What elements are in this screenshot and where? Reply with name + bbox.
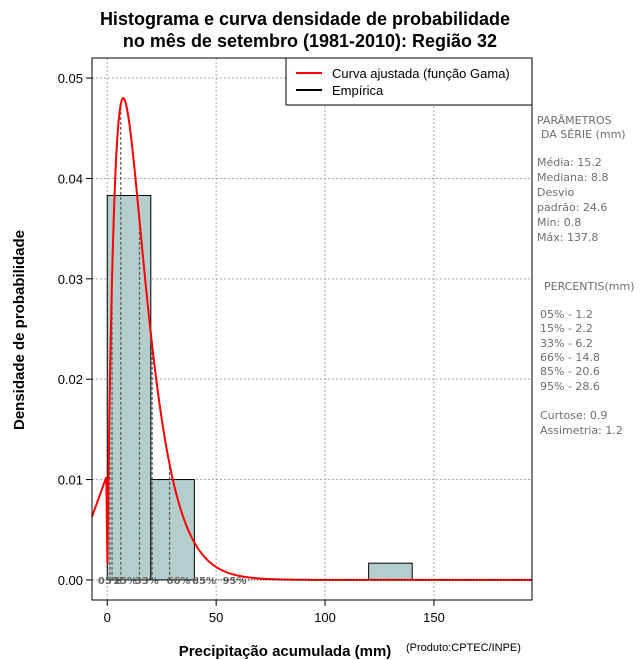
x-tick-label-2: 100 — [314, 610, 336, 625]
stat-desvio-2: padrão: 24.6 — [537, 201, 607, 214]
credit-label: (Produto:CPTEC/INPE) — [406, 642, 521, 654]
stat-assimetria: Assimetria: 1.2 — [540, 424, 623, 437]
percentile-label-5: 95% — [223, 576, 247, 587]
histogram-bar-6 — [368, 562, 413, 581]
legend: Curva ajustada (função Gama) Empírica — [285, 57, 533, 106]
legend-box — [285, 57, 533, 106]
y-tick-label-0: 0.00 — [58, 573, 83, 588]
x-tick-label-1: 50 — [209, 610, 223, 625]
stat-curtose: Curtose: 0.9 — [540, 409, 607, 422]
percentile-label-4: 85% — [192, 576, 216, 587]
stat-p33: 33% - 6.2 — [540, 337, 593, 350]
stats-panel: PARÂMETROS DA SÉRIE (mm) Média: 15.2 Med… — [537, 114, 635, 437]
x-tick-label-3: 150 — [423, 610, 445, 625]
stat-desvio-1: Desvio — [537, 186, 575, 199]
stat-min: Mín: 0.8 — [537, 216, 581, 229]
stat-p15: 15% - 2.2 — [540, 322, 593, 335]
y-tick-label-5: 0.05 — [58, 71, 83, 86]
legend-curve-label: Curva ajustada (função Gama) — [332, 66, 510, 81]
percentile-label-2: 33% — [135, 576, 159, 587]
stat-p85: 85% - 20.6 — [540, 365, 600, 378]
params-title-1: PARÂMETROS — [537, 114, 612, 127]
axes: 0 50 100 150 0.00 0.01 0.02 0.03 0.04 0.05 — [58, 71, 532, 625]
stat-mediana: Mediana: 8.8 — [537, 171, 608, 184]
stat-max: Máx: 137.8 — [537, 231, 598, 244]
percentile-lines: 05%15%33% 66% 85% 95% — [98, 104, 247, 587]
y-tick-label-3: 0.03 — [58, 272, 83, 287]
percentis-title: PERCENTIS(mm) — [544, 280, 635, 293]
histogram-bar-0 — [106, 195, 152, 581]
y-tick-label-4: 0.04 — [58, 171, 83, 186]
chart-title-line2: no mês de setembro (1981-2010): Região 3… — [123, 31, 497, 51]
params-title-2: DA SÉRIE (mm) — [541, 128, 626, 141]
stat-p66: 66% - 14.8 — [540, 351, 600, 364]
y-tick-label-1: 0.01 — [58, 473, 83, 488]
y-axis-title: Densidade de probabilidade — [11, 230, 28, 430]
stat-p95: 95% - 28.6 — [540, 380, 600, 393]
chart-title-line1: Histograma e curva densidade de probabil… — [100, 9, 510, 29]
y-tick-label-2: 0.02 — [58, 372, 83, 387]
x-axis-title: Precipitação acumulada (mm) — [179, 643, 392, 660]
legend-empirical-label: Empírica — [332, 83, 384, 98]
histogram-bars — [106, 195, 413, 581]
percentile-label-0: 05% — [98, 576, 122, 587]
percentile-label-3: 66% — [166, 576, 190, 587]
percentile-label-1: 15% — [113, 576, 137, 587]
x-tick-label-0: 0 — [104, 610, 111, 625]
stat-p05: 05% - 1.2 — [540, 308, 593, 321]
stat-media: Média: 15.2 — [537, 156, 602, 169]
